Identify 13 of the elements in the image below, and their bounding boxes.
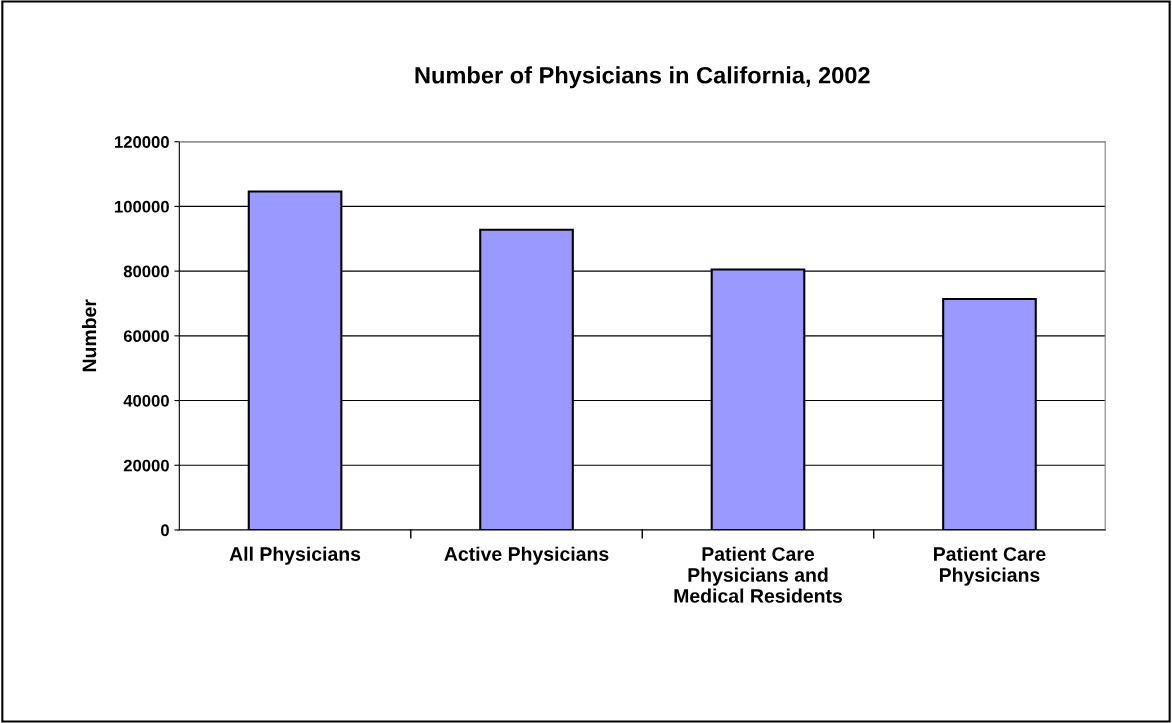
y-tick-label: 80000 (123, 265, 169, 278)
y-tick-label: 0 (160, 524, 169, 537)
y-tick-label: 20000 (123, 459, 169, 472)
y-tick-label: 120000 (115, 136, 169, 148)
chart-title: Number of Physicians in California, 2002 (415, 66, 870, 89)
y-tick-label: 60000 (123, 330, 169, 343)
y-tick-label: 40000 (123, 394, 169, 407)
y-axis-title: Number (81, 299, 97, 372)
x-tick-label: Active Physicians (444, 546, 609, 565)
y-tick-label: 100000 (115, 200, 169, 213)
x-tick-label: Patient Care Physicians and Medical Residents (674, 546, 843, 603)
x-tick-label: All Physicians (229, 546, 361, 565)
x-tick-label: Patient Care Physicians (934, 546, 1046, 586)
